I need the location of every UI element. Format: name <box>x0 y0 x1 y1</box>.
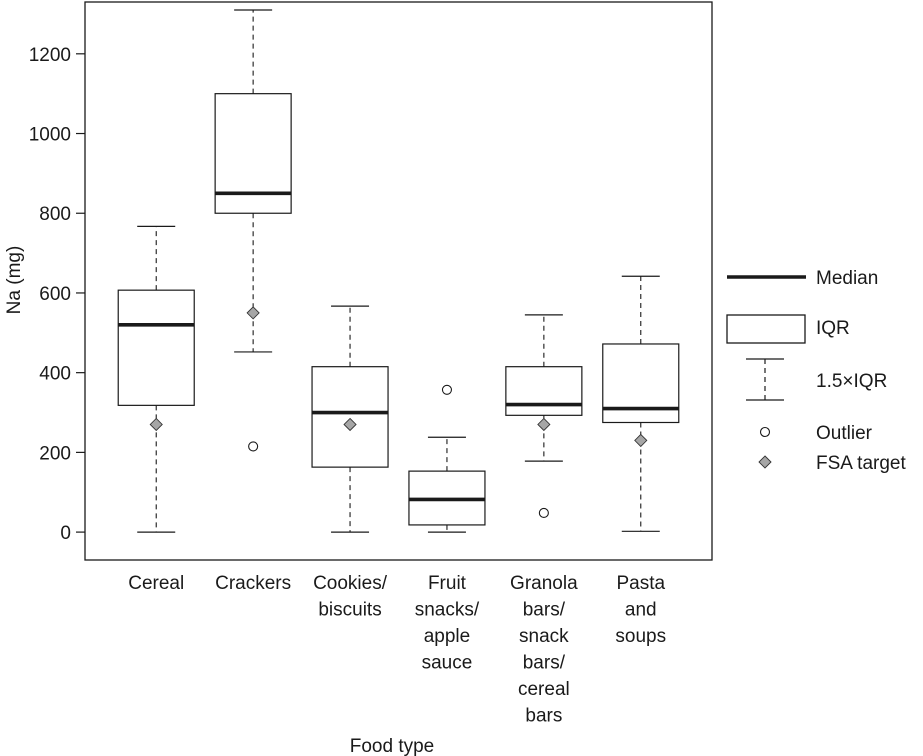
boxes <box>117 9 680 533</box>
box-group <box>602 275 680 532</box>
iqr-box <box>117 289 195 406</box>
x-axis-title: Food type <box>350 736 435 756</box>
box-group <box>505 314 583 519</box>
legend-outlier-label: Outlier <box>816 423 873 444</box>
x-category-label: Crackers <box>215 573 291 594</box>
outlier-point <box>248 441 259 452</box>
x-category-label: Pasta and soups <box>615 573 666 647</box>
legend-median-label: Median <box>816 268 878 289</box>
y-tick-label: 0 <box>60 523 71 544</box>
fsa-target-marker <box>343 417 357 432</box>
y-tick-label: 400 <box>39 364 71 385</box>
box-group <box>117 225 195 533</box>
legend-whisker-label: 1.5×IQR <box>816 371 887 392</box>
y-axis: 0 200 400 600 800 1000 1200 <box>29 45 85 544</box>
legend-whisker-swatch <box>746 358 784 401</box>
legend-iqr-swatch <box>726 314 806 344</box>
fsa-target-marker <box>246 306 260 320</box>
legend-target-label: FSA target <box>816 453 906 474</box>
iqr-box <box>311 366 389 468</box>
legend-iqr-label: IQR <box>816 318 850 339</box>
x-category-label: Cereal <box>128 573 184 594</box>
fsa-target-marker <box>537 417 551 432</box>
fsa-target-marker <box>149 417 163 432</box>
outlier-point <box>441 384 453 395</box>
box-group <box>214 9 292 452</box>
legend: Median IQR 1.5×IQR Outlier FSA target <box>726 268 906 474</box>
outlier-point <box>538 507 549 519</box>
x-category-label: Cookies/biscuits <box>313 573 388 621</box>
iqr-box <box>214 93 292 214</box>
x-category-label: Fruit snacks/apple sauce <box>415 573 480 674</box>
iqr-box <box>602 343 680 424</box>
y-tick-label: 1200 <box>29 45 71 66</box>
box-group <box>408 384 486 533</box>
x-axis-category-labels: Cereal Crackers Cookies/biscuits Fruit snack… <box>128 573 666 727</box>
y-axis-title: Na (mg) <box>4 246 25 315</box>
y-tick-label: 600 <box>39 284 71 305</box>
plot-frame <box>84 1 713 561</box>
legend-target-swatch <box>758 455 772 469</box>
box-group <box>311 305 389 533</box>
y-tick-label: 800 <box>39 204 71 225</box>
y-tick-label: 1000 <box>29 125 71 146</box>
iqr-box <box>505 366 583 416</box>
y-tick-label: 200 <box>39 443 71 464</box>
x-category-label: Granola bars/snack bars/cereal bars <box>510 573 578 727</box>
fsa-target-marker <box>634 433 648 448</box>
legend-outlier-swatch <box>759 426 771 438</box>
